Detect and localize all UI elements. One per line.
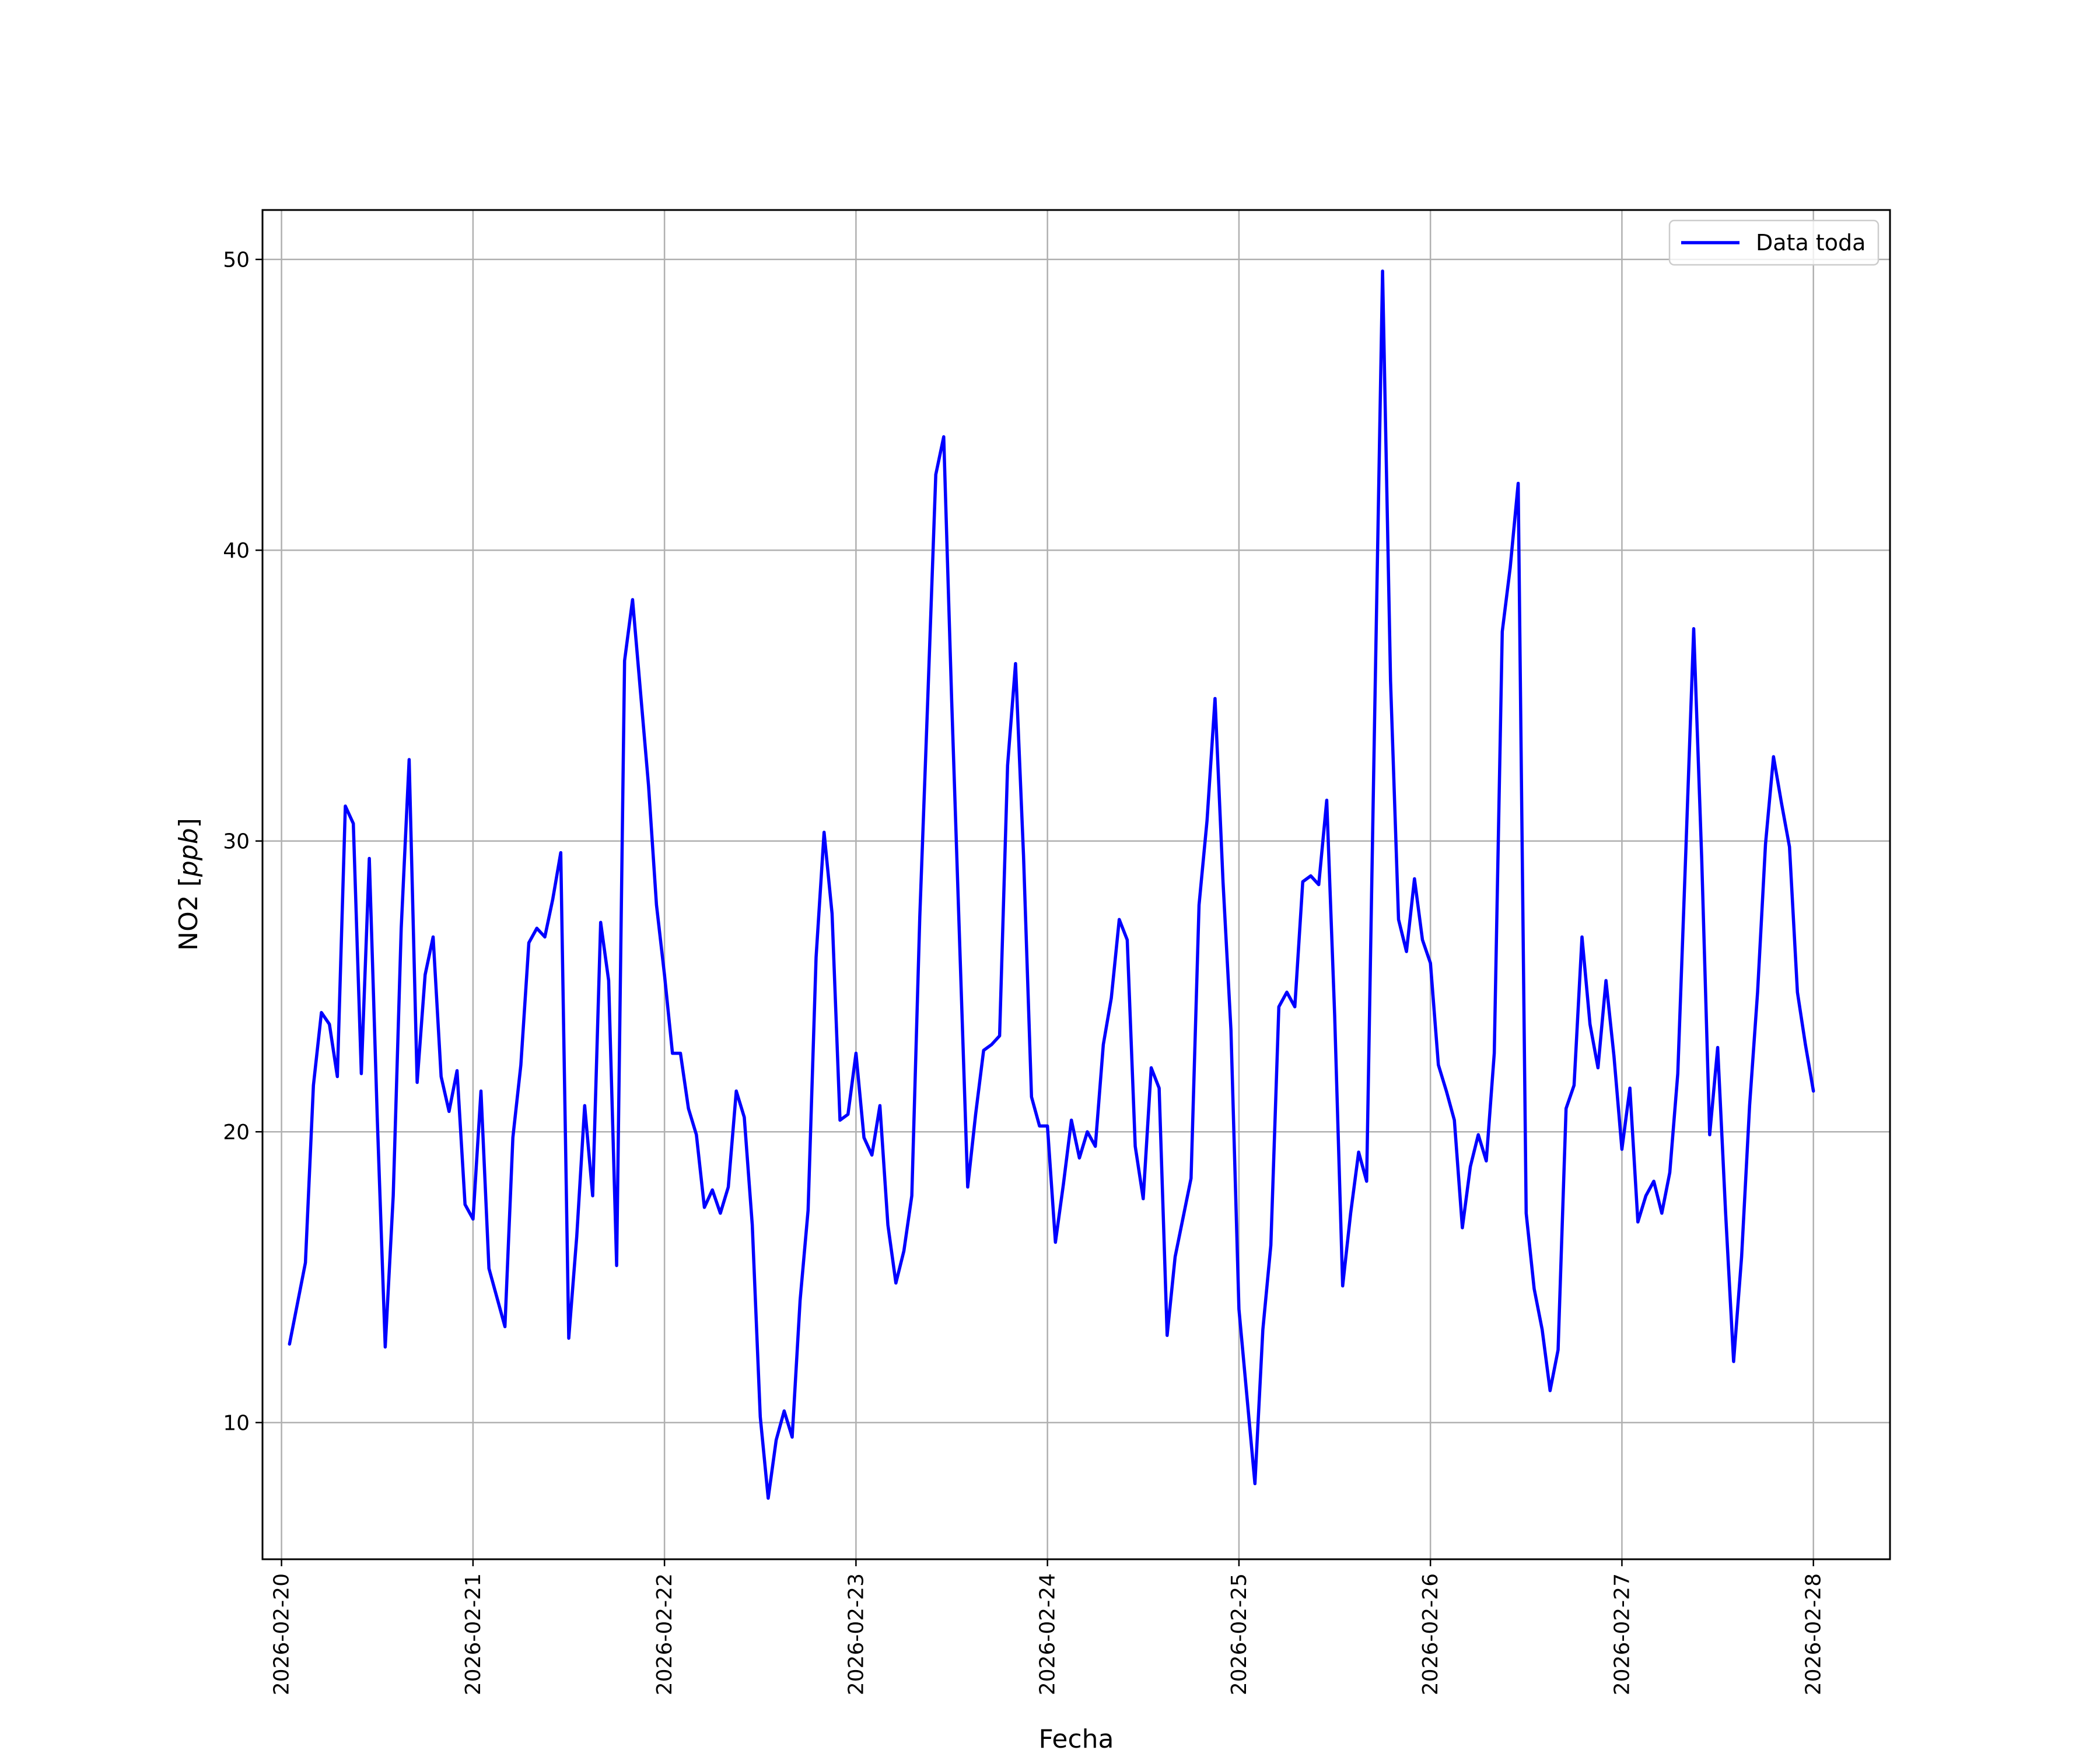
x-tick-label-7: 2026-02-27 (1610, 1573, 1634, 1695)
y-tick-label-0: 10 (223, 1412, 250, 1436)
y-axis-ticks: 10 20 30 40 50 (223, 249, 262, 1436)
x-axis-ticks: 2026-02-20 2026-02-21 2026-02-22 2026-02-23… (270, 1559, 1826, 1695)
x-tick-label-2: 2026-02-22 (653, 1573, 677, 1695)
x-tick-label-5: 2026-02-25 (1227, 1573, 1251, 1695)
y-tick-label-2: 30 (223, 830, 250, 854)
y-tick-label-4: 50 (223, 249, 250, 272)
y-axis-label: NO2 [ppb] (174, 818, 204, 951)
y-tick-label-3: 40 (223, 539, 250, 563)
x-tick-label-1: 2026-02-21 (461, 1573, 485, 1695)
x-gridlines (281, 210, 1814, 1559)
y-axis-label-end: ] (174, 818, 204, 828)
x-tick-label-3: 2026-02-23 (844, 1573, 868, 1695)
x-tick-label-8: 2026-02-28 (1802, 1573, 1826, 1695)
x-tick-label-0: 2026-02-20 (270, 1573, 294, 1695)
legend-box (1668, 219, 1880, 266)
x-tick-label-4: 2026-02-24 (1036, 1573, 1060, 1695)
plot-frame (261, 209, 1891, 1560)
x-tick-label-6: 2026-02-26 (1419, 1573, 1443, 1695)
y-axis-label-main: NO2 [ (174, 877, 204, 951)
series-line-0 (288, 269, 1815, 1500)
legend: Data toda (1668, 219, 1880, 266)
plot-area (262, 210, 1890, 1559)
x-axis-label: Fecha (1038, 1724, 1114, 1750)
y-tick-label-1: 20 (223, 1121, 250, 1144)
y-gridlines (262, 258, 1890, 1423)
series-layer (288, 269, 1815, 1500)
legend-label-data-toda: Data toda (1756, 230, 1866, 256)
y-axis-label-unit: ppb (174, 828, 204, 877)
